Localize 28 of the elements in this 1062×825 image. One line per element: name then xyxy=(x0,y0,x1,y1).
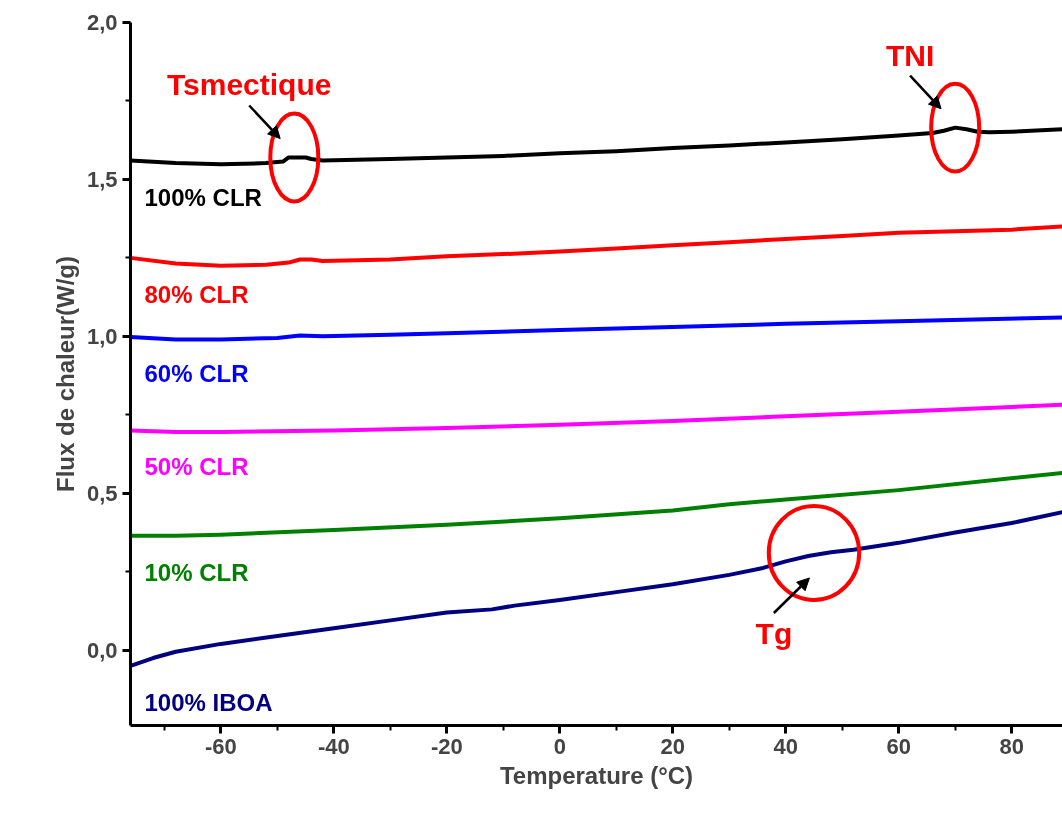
series-label: 100% CLR xyxy=(144,183,262,211)
annotation: Tsmectique xyxy=(166,68,332,102)
series-label: 100% IBOA xyxy=(144,688,273,716)
series-label: 80% CLR xyxy=(144,280,249,308)
x-tick-label: -60 xyxy=(204,733,237,759)
x-tick-label: 60 xyxy=(886,733,911,759)
x-axis-title: Temperature (°C) xyxy=(499,761,694,789)
x-tick-label: -20 xyxy=(430,733,463,759)
y-tick-label: 0,5 xyxy=(86,480,118,506)
x-tick-label: 0 xyxy=(553,733,566,759)
series-label: 50% CLR xyxy=(144,453,249,481)
x-tick-label: 80 xyxy=(999,733,1024,759)
x-tick-label: -40 xyxy=(317,733,350,759)
x-tick-label: 20 xyxy=(660,733,685,759)
line-series xyxy=(130,224,1062,268)
series-label: 10% CLR xyxy=(144,558,249,586)
x-tick-label: 40 xyxy=(773,733,798,759)
y-tick-label: 0,0 xyxy=(86,637,118,663)
y-tick-label: 1,5 xyxy=(86,166,118,192)
annotation: TNI xyxy=(885,38,935,72)
line-series xyxy=(130,510,1062,668)
line-series xyxy=(130,402,1062,435)
line-series xyxy=(130,315,1062,342)
annotation: Tg xyxy=(755,616,793,650)
series-label: 60% CLR xyxy=(144,359,249,387)
y-tick-label: 2,0 xyxy=(86,10,118,35)
y-tick-label: 1,0 xyxy=(86,323,118,349)
y-axis-title: Flux de chaleur(W/g) xyxy=(51,255,79,493)
